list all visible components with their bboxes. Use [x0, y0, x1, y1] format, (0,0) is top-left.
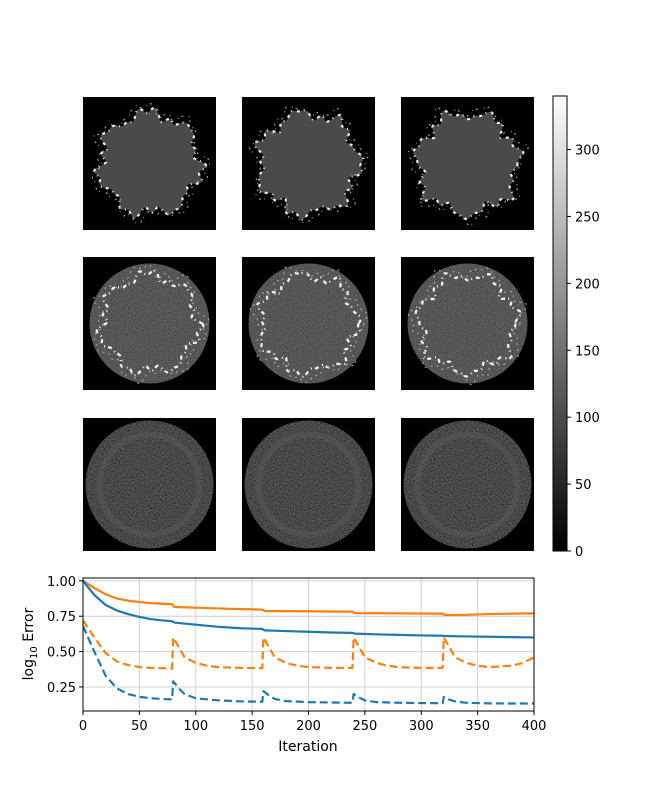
- x-tick-label: 250: [352, 719, 377, 734]
- series-line: [83, 580, 534, 639]
- noise-disk: [407, 263, 528, 384]
- image-panel: [401, 97, 534, 230]
- ring-edge-bright: [414, 272, 522, 378]
- noise-disk: [89, 263, 210, 384]
- ring-edge-bright: [95, 269, 205, 377]
- disk-edge-noise: [407, 106, 529, 226]
- grid-lines: [82, 578, 535, 711]
- x-tick-label: 200: [296, 719, 321, 734]
- x-axis-label: Iteration: [278, 739, 337, 755]
- y-axis-label-prefix: log: [21, 659, 37, 680]
- y-axis-label-sub: 10: [29, 646, 40, 659]
- y-axis-label-suffix: Error: [21, 607, 37, 646]
- x-tick-label: 50: [131, 719, 148, 734]
- ring-edge-faint: [92, 264, 210, 385]
- colorbar-tick-label: 150: [575, 344, 600, 359]
- y-tick-label: 0.75: [47, 610, 76, 625]
- colorbar-tick-label: 250: [575, 210, 600, 225]
- image-grid: [83, 97, 534, 551]
- y-axis-label: log10 Error: [21, 607, 40, 680]
- x-tick-label: 300: [409, 719, 434, 734]
- colorbar-tick-label: 0: [575, 545, 583, 560]
- x-tick-label: 400: [522, 719, 547, 734]
- x-tick-label: 350: [465, 719, 490, 734]
- x-tick-label: 0: [79, 719, 87, 734]
- y-ticks: 0.25 0.50 0.75 1.00: [47, 575, 83, 696]
- series-line: [83, 619, 534, 670]
- image-panel: [83, 97, 216, 230]
- image-panel: [401, 257, 534, 390]
- y-tick-label: 0.50: [47, 646, 76, 661]
- colorbar-gradient: [552, 95, 568, 552]
- x-tick-label: 150: [240, 719, 265, 734]
- noise-texture: [244, 420, 373, 549]
- disk-fill: [94, 107, 206, 219]
- line-plot: 0 50 100 150 200 250 300 350 400 0.25 0.50 0.75 1.0…: [21, 575, 546, 755]
- image-panel: [401, 418, 534, 551]
- colorbar: 0 50 100 150 200 250 300: [552, 95, 600, 560]
- ring-edge-faint: [407, 267, 528, 386]
- faint-ring: [255, 431, 362, 538]
- image-panel: [242, 97, 375, 230]
- noise-texture: [89, 263, 210, 384]
- image-panel: [242, 418, 375, 551]
- colorbar-ticks: 0 50 100 150 200 250 300: [567, 144, 600, 560]
- series-group: [83, 579, 534, 705]
- faint-ring: [414, 431, 521, 538]
- colorbar-tick-label: 100: [575, 411, 600, 426]
- disk-edge-bright: [253, 109, 365, 221]
- noise-texture: [407, 263, 528, 384]
- colorbar-tick-label: 200: [575, 277, 600, 292]
- x-tick-label: 100: [183, 719, 208, 734]
- x-ticks: 0 50 100 150 200 250 300 350 400: [79, 711, 547, 734]
- colorbar-tick-label: 300: [575, 144, 600, 159]
- y-tick-label: 0.25: [47, 681, 76, 696]
- disk-fill: [254, 110, 364, 220]
- noise-texture: [403, 420, 532, 549]
- image-panel: [83, 418, 216, 551]
- series-line: [83, 579, 534, 617]
- noise-texture: [85, 420, 214, 549]
- noise-texture: [248, 263, 369, 384]
- image-panel: [83, 257, 216, 390]
- noise-disk: [248, 263, 369, 384]
- disk-edge-bright: [92, 106, 208, 220]
- disk-fill: [413, 110, 524, 220]
- ring-edge-bright: [255, 271, 362, 379]
- y-tick-label: 1.00: [47, 575, 76, 590]
- series-line: [83, 625, 534, 705]
- ring-edge-faint: [249, 266, 368, 383]
- colorbar-tick-label: 50: [575, 478, 592, 493]
- faint-ring: [96, 431, 203, 538]
- image-panel: [242, 257, 375, 390]
